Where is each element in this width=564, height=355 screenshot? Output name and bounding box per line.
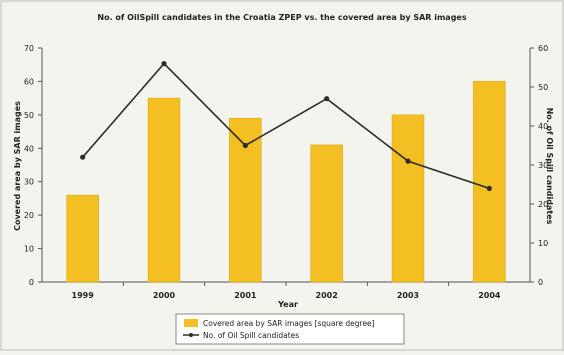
bar-covered-area [473, 81, 506, 283]
legend: Covered area by SAR images [square degre… [175, 313, 405, 345]
y-tick-left-label: 40 [24, 144, 34, 153]
y-tick-right-label: 10 [538, 239, 548, 248]
y-tick-left-label: 10 [24, 245, 34, 254]
x-tick-label: 2003 [397, 291, 419, 300]
bar-covered-area [229, 117, 262, 283]
y-tick-right-label: 0 [538, 278, 543, 287]
legend-label-line: No. of Oil Spill candidates [203, 331, 299, 340]
x-tick-label: 2002 [316, 291, 338, 300]
y-tick-right-label: 50 [538, 83, 548, 92]
bar-covered-area [66, 194, 99, 283]
line-oil-spill-candidates [82, 62, 490, 190]
x-tick-label: 2000 [153, 291, 176, 300]
y-tick-right-label: 60 [538, 44, 548, 53]
y-tick-right-label: 40 [538, 122, 548, 131]
y-axis-label-left: Covered area by SAR images [13, 101, 22, 231]
legend-label-bar: Covered area by SAR images [square degre… [203, 319, 375, 328]
y-tick-left-label: 20 [24, 211, 34, 220]
bar-covered-area [310, 144, 343, 283]
y-tick-right-label: 30 [538, 161, 548, 170]
legend-swatch-bar [184, 319, 198, 327]
y-tick-left-label: 50 [24, 111, 34, 120]
bar-covered-area [391, 114, 425, 283]
y-tick-right-label: 20 [538, 200, 548, 209]
y-tick-left-label: 0 [29, 278, 34, 287]
legend-swatch-marker [189, 333, 193, 337]
line-point-oil-spill [161, 61, 167, 67]
y-tick-left-label: 60 [24, 77, 34, 86]
line-point-oil-spill [486, 185, 492, 191]
plot-area: 0 10 20 30 40 50 60 70 0 10 20 30 40 50 60 1999 2000 2001… [24, 44, 548, 300]
x-tick-label: 1999 [72, 291, 95, 300]
x-axis-label: Year [277, 300, 298, 309]
y-tick-left-label: 70 [24, 44, 34, 53]
line-point-oil-spill [242, 142, 248, 149]
chart-title: No. of OilSpill candidates in the Croati… [97, 13, 466, 22]
line-point-oil-spill [324, 96, 330, 102]
y-tick-left-label: 30 [24, 178, 34, 187]
bar-covered-area [147, 97, 181, 283]
x-tick-label: 2004 [478, 291, 501, 300]
line-point-oil-spill [405, 158, 411, 164]
x-tick-label: 2001 [234, 291, 257, 300]
line-point-oil-spill [80, 154, 86, 160]
y-axis-label-right: No. of Oil Spill candidates [545, 108, 554, 225]
legend-box [175, 313, 405, 345]
